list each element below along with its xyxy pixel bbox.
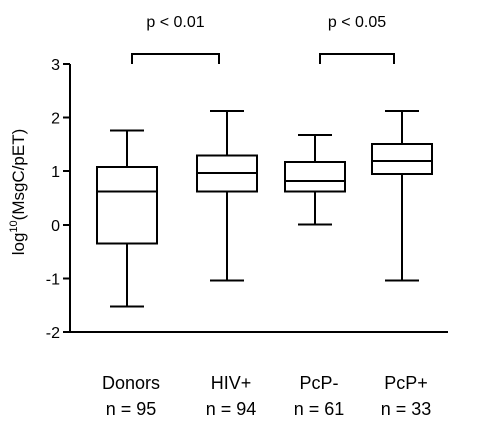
axes: -2 -1 0 1 2 3 [46, 57, 448, 342]
category-label: PcP+ [384, 373, 428, 393]
category-label: HIV+ [211, 373, 252, 393]
comparison-bracket: p < 0.01 [131, 14, 220, 64]
box-donors [96, 129, 158, 308]
box-pcp- [284, 133, 346, 226]
y-axis-label: log10(MsgC/pET) [8, 129, 28, 256]
p-value-label: p < 0.01 [146, 14, 204, 31]
box-iqr [96, 165, 158, 245]
boxes [96, 110, 433, 308]
y-tick-label: 2 [51, 111, 60, 128]
count-label: n = 94 [206, 399, 257, 419]
box-iqr [284, 161, 346, 193]
comparison-bracket: p < 0.05 [319, 14, 395, 64]
box-pcp- [371, 110, 433, 282]
box-hiv- [196, 110, 258, 282]
significance-annotations: p < 0.01 p < 0.05 [131, 14, 395, 64]
count-label: n = 61 [294, 399, 345, 419]
y-tick-label: 1 [51, 164, 60, 181]
count-label: n = 95 [106, 399, 157, 419]
y-tick-label: -2 [46, 325, 60, 342]
bracket-line [131, 53, 220, 64]
y-axis-label-base: 10 [8, 220, 20, 232]
y-axis-label-unit: (MsgC/pET) [9, 129, 28, 221]
p-value-label: p < 0.05 [328, 14, 386, 31]
count-label: n = 33 [381, 399, 432, 419]
y-axis-label-log: log [9, 233, 28, 256]
bracket-line [319, 53, 395, 64]
y-tick-label: 3 [51, 57, 60, 74]
y-tick-label: -1 [46, 271, 60, 288]
box-iqr [371, 142, 433, 175]
y-tick-label: 0 [51, 218, 60, 235]
category-label: PcP- [299, 373, 338, 393]
category-label: Donors [102, 373, 160, 393]
category-labels: Donors n = 95 HIV+ n = 94 PcP-n = 61 PcP+ n = … [102, 373, 431, 419]
